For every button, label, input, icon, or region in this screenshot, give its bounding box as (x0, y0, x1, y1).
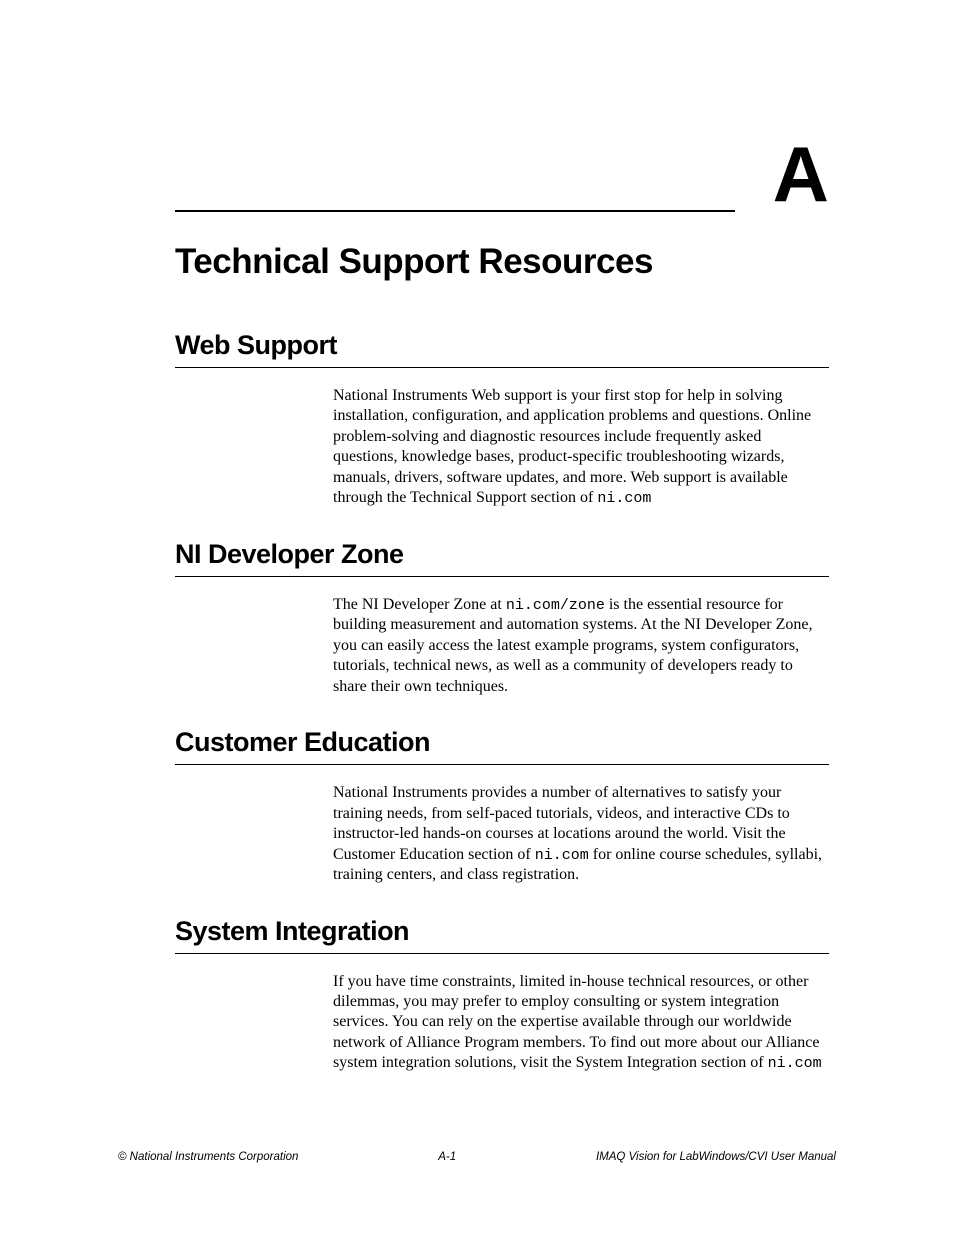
body-mono: ni.com/zone (506, 597, 605, 614)
section-customer-education: Customer Education National Instruments … (175, 727, 829, 885)
section-web-support: Web Support National Instruments Web sup… (175, 330, 829, 509)
section-rule (175, 576, 829, 577)
section-body: National Instruments Web support is your… (333, 386, 829, 509)
section-heading: Web Support (175, 330, 829, 361)
section-body: If you have time constraints, limited in… (333, 972, 829, 1074)
page-footer: © National Instruments Corporation A-1 I… (118, 1151, 836, 1163)
section-rule (175, 367, 829, 368)
section-rule (175, 953, 829, 954)
footer-center: A-1 (438, 1151, 456, 1163)
appendix-letter: A (773, 135, 829, 213)
main-title: Technical Support Resources (175, 242, 829, 282)
body-mono: ni.com (768, 1055, 822, 1072)
footer-left: © National Instruments Corporation (118, 1151, 298, 1163)
body-text-pre: The NI Developer Zone at (333, 596, 506, 613)
body-mono: ni.com (535, 847, 589, 864)
section-rule (175, 764, 829, 765)
section-body: National Instruments provides a number o… (333, 783, 829, 885)
footer-right: IMAQ Vision for LabWindows/CVI User Manu… (596, 1151, 836, 1163)
section-heading: NI Developer Zone (175, 539, 829, 570)
section-body: The NI Developer Zone at ni.com/zone is … (333, 595, 829, 697)
section-system-integration: System Integration If you have time cons… (175, 916, 829, 1074)
section-heading: Customer Education (175, 727, 829, 758)
body-text-pre: If you have time constraints, limited in… (333, 973, 819, 1072)
body-mono: ni.com (597, 490, 651, 507)
body-text-pre: National Instruments Web support is your… (333, 387, 811, 506)
section-heading: System Integration (175, 916, 829, 947)
title-rule (175, 210, 735, 212)
section-developer-zone: NI Developer Zone The NI Developer Zone … (175, 539, 829, 697)
